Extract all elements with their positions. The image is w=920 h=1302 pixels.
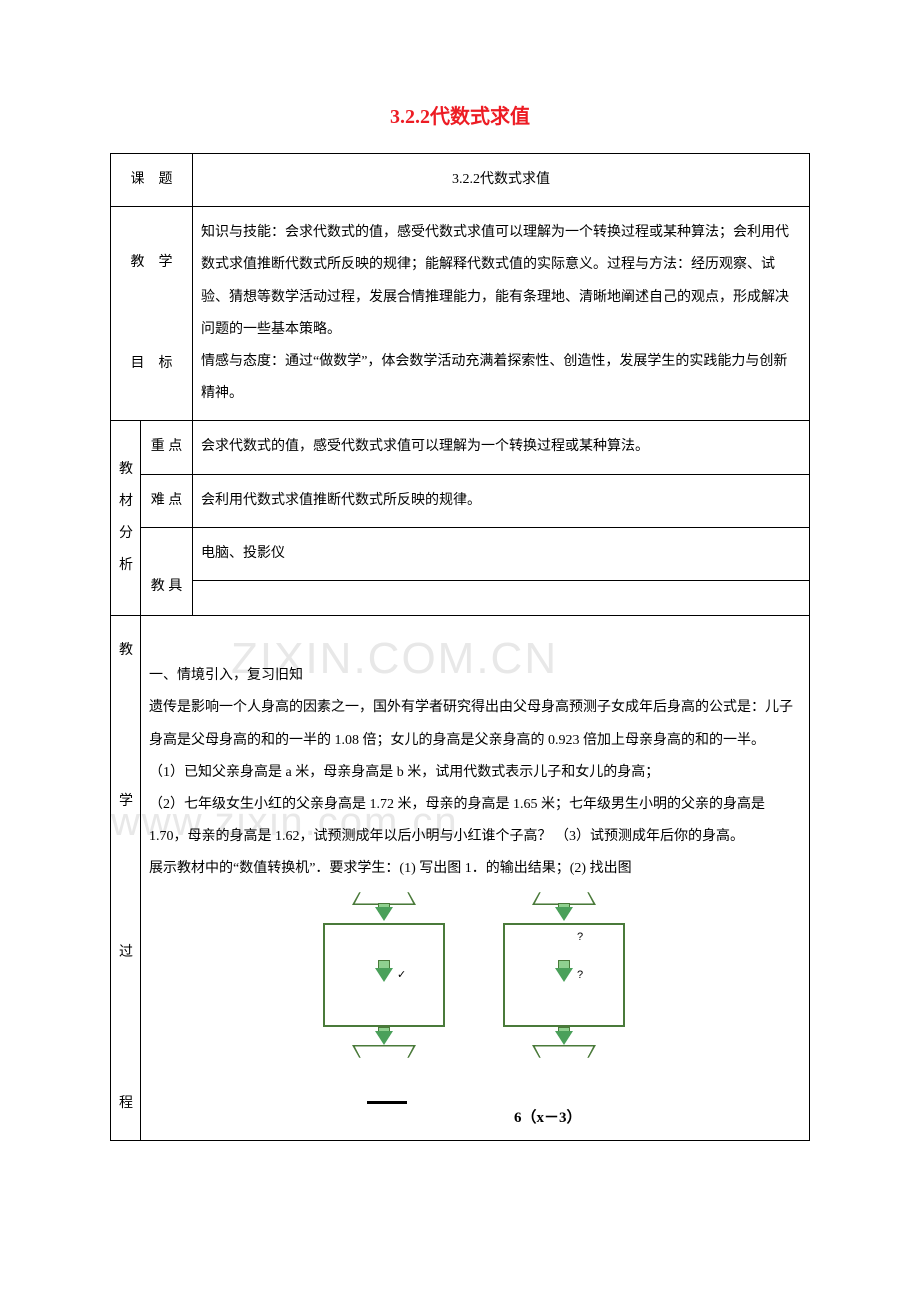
difficulty-label: 难 点 <box>141 474 193 527</box>
topic-value: 3.2.2代数式求值 <box>193 154 810 207</box>
flow-machine-2: ? ? <box>494 885 634 1075</box>
goal-label: 教 学 目 标 <box>111 207 193 421</box>
goal-label-bot: 目 标 <box>131 356 173 371</box>
process-body: ZIXIN.COM.CN www.zixin.com.cn 一、情境引入，复习旧… <box>141 615 810 1140</box>
tools-label: 教 具 <box>141 527 193 615</box>
process-p2: 遗传是影响一个人身高的因素之一，国外有学者研究得出由父母身高预测子女成年后身高的… <box>149 692 801 756</box>
process-p1: 一、情境引入，复习旧知 <box>149 660 801 692</box>
caption-right: 6（x－3） <box>514 1101 582 1136</box>
analysis-side: 教 材 分 析 <box>111 421 141 616</box>
process-p3: （1）已知父亲身高是 a 米，母亲身高是 b 米，试用代数式表示儿子和女儿的身高… <box>149 757 801 789</box>
flowchart-area: ✓ <box>149 885 801 1095</box>
goal-label-top: 教 学 <box>131 255 173 270</box>
topic-label: 课 题 <box>111 154 193 207</box>
difficulty-text: 会利用代数式求值推断代数式所反映的规律。 <box>193 474 810 527</box>
lesson-table: 课 题 3.2.2代数式求值 教 学 目 标 知识与技能：会求代数式的值，感受代… <box>110 153 810 1141</box>
doc-title: 3.2.2代数式求值 <box>110 100 810 129</box>
process-p5: 展示教材中的“数值转换机”．要求学生：(1) 写出图 1．的输出结果；(2) 找… <box>149 853 801 885</box>
tools-text: 电脑、投影仪 <box>193 527 810 580</box>
caption-left-bar <box>367 1101 407 1104</box>
keypoint-label: 重 点 <box>141 421 193 474</box>
process-p4: （2）七年级女生小红的父亲身高是 1.72 米，母亲的身高是 1.65 米；七年… <box>149 789 801 853</box>
flow-machine-1: ✓ <box>314 885 454 1075</box>
process-side: 教 学 过 程 <box>111 615 141 1140</box>
goal-text: 知识与技能：会求代数式的值，感受代数式求值可以理解为一个转换过程或某种算法；会利… <box>193 207 810 421</box>
tools-text-b <box>193 580 810 615</box>
keypoint-text: 会求代数式的值，感受代数式求值可以理解为一个转换过程或某种算法。 <box>193 421 810 474</box>
